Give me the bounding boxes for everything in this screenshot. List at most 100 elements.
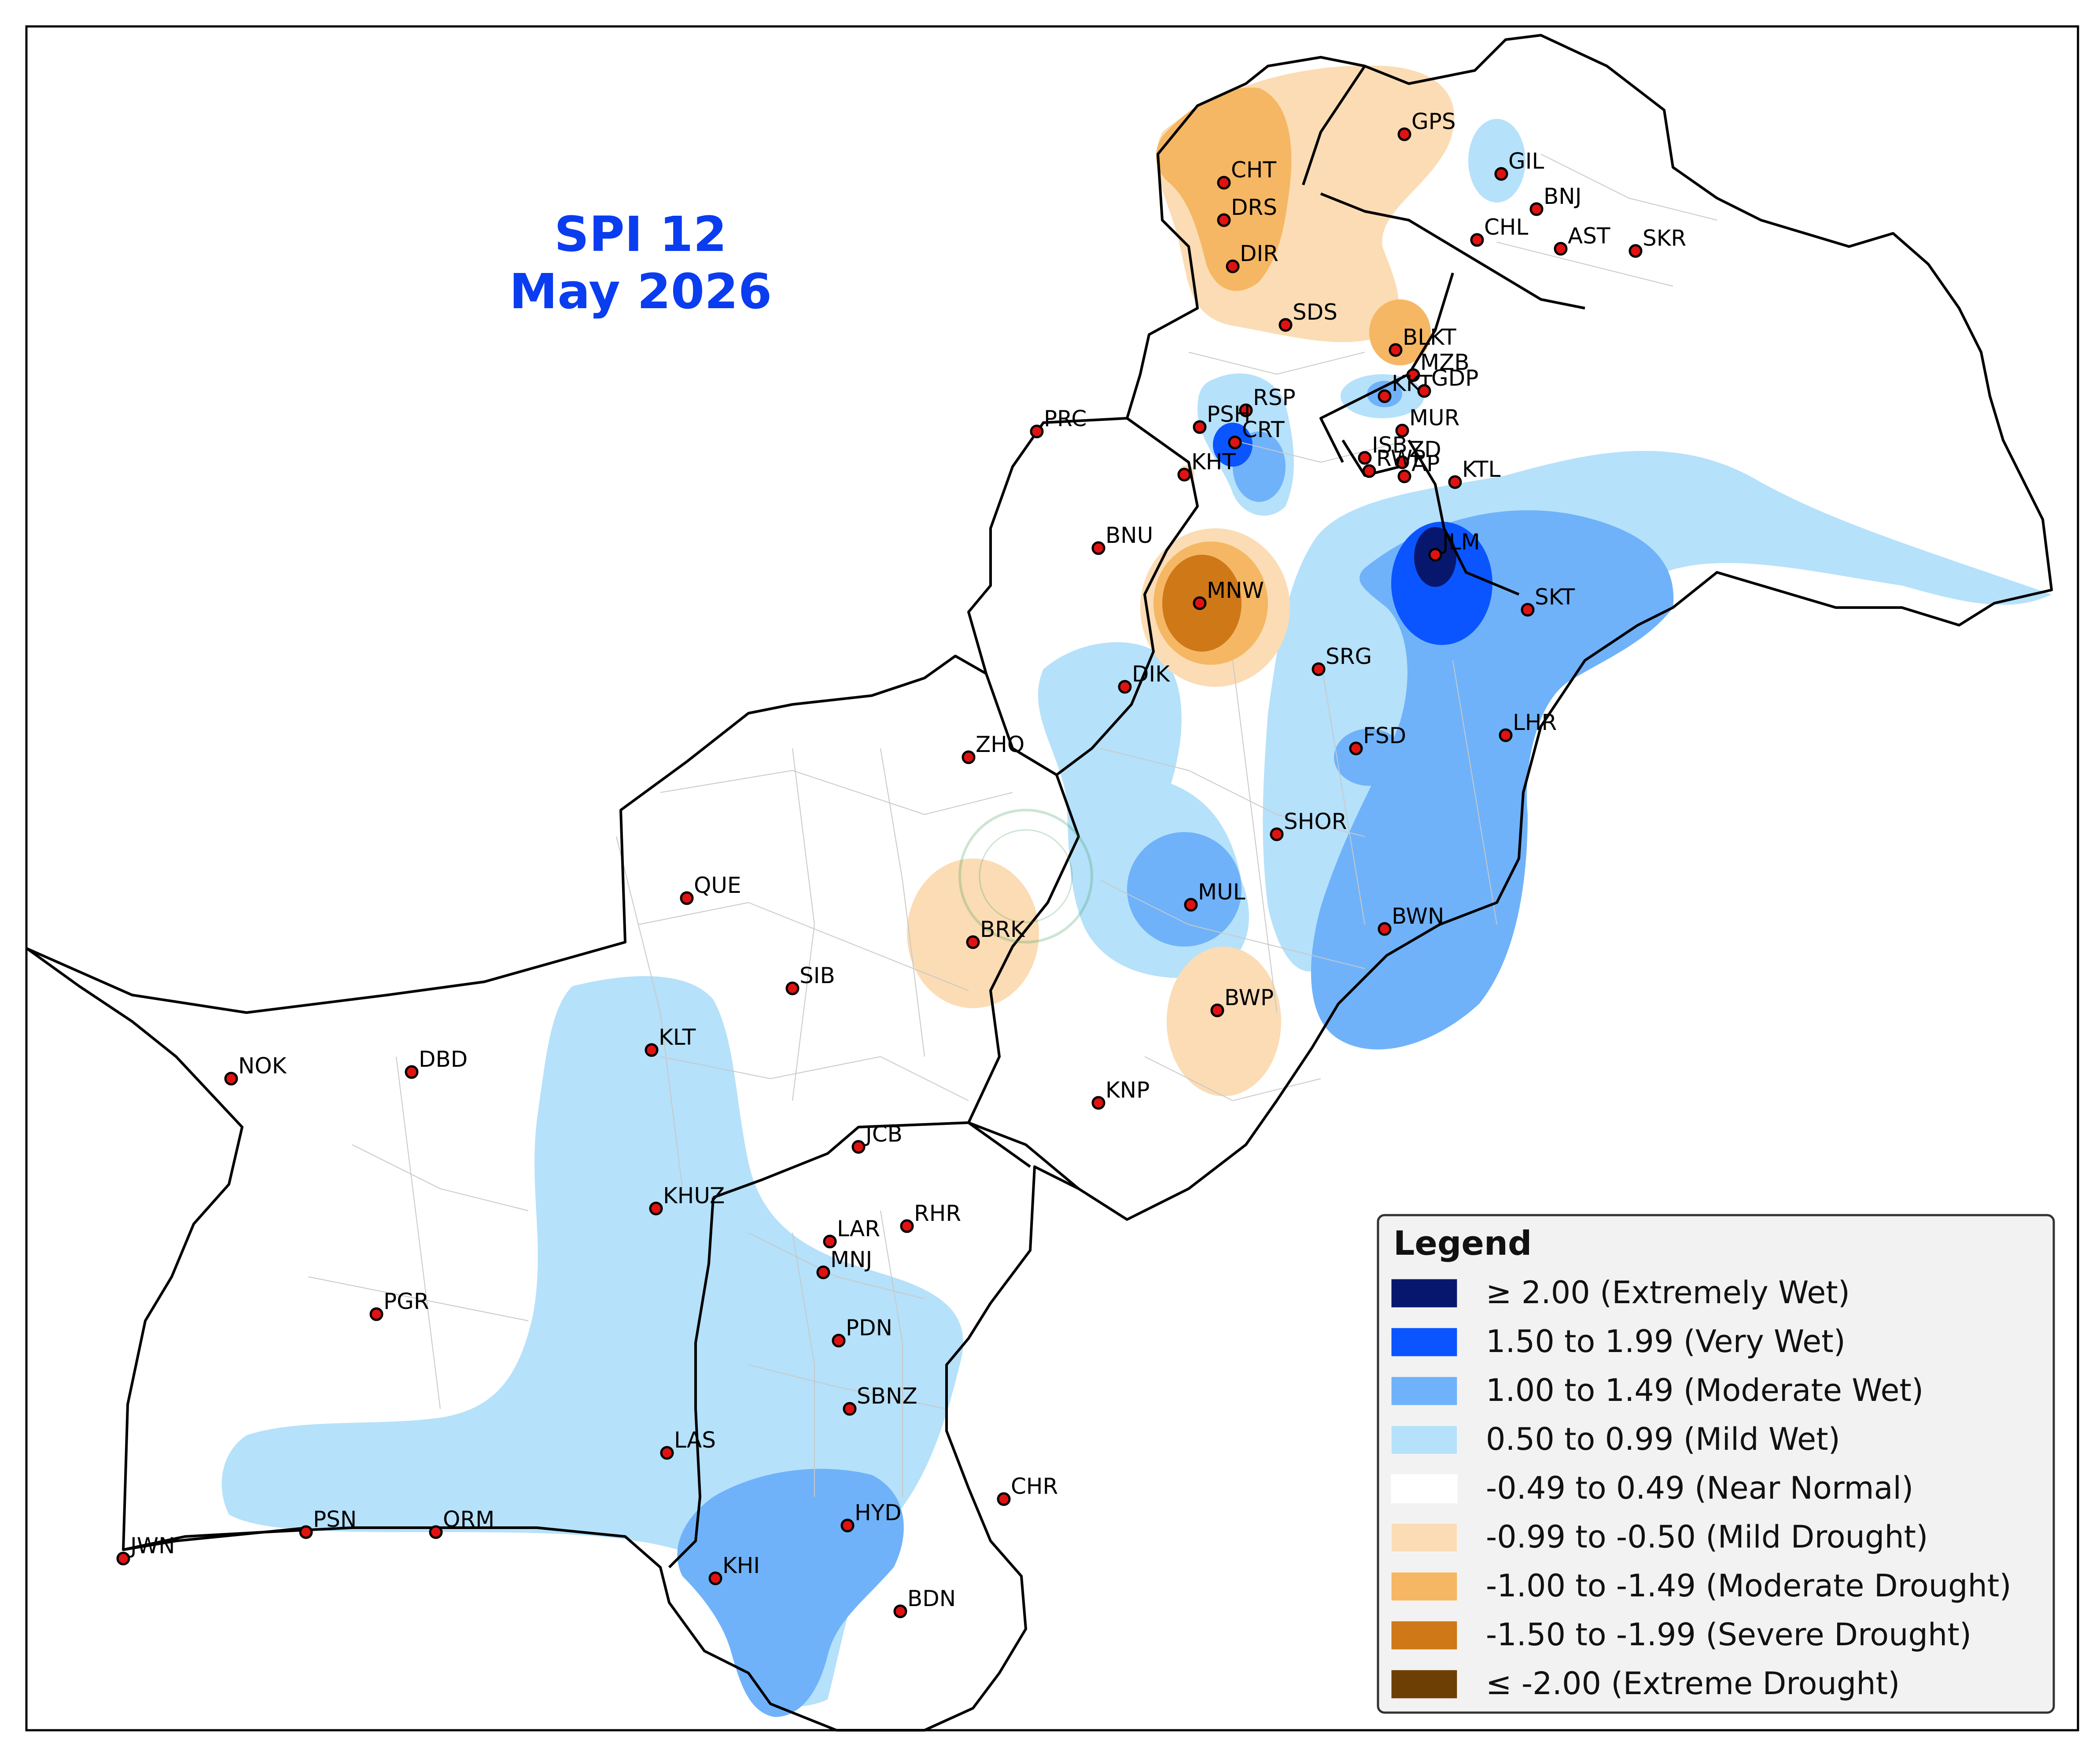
station-label: SBNZ xyxy=(857,1383,917,1409)
moderate-wet-zone xyxy=(1127,832,1242,947)
legend-swatch xyxy=(1391,1474,1458,1503)
station-marker xyxy=(1378,389,1392,403)
legend-swatch xyxy=(1391,1425,1458,1455)
station-label: ZHO xyxy=(976,732,1024,757)
station-label: KHI xyxy=(722,1553,760,1578)
station-label: FSD xyxy=(1363,723,1406,748)
station-label: MUL xyxy=(1198,879,1245,905)
pmd-logo-watermark xyxy=(958,809,1093,943)
station-marker xyxy=(299,1525,313,1539)
legend-label: 1.00 to 1.49 (Moderate Wet) xyxy=(1486,1372,1923,1408)
station-label: HYD xyxy=(855,1500,902,1526)
station-label: DIR xyxy=(1240,241,1278,266)
station-label: CHR xyxy=(1011,1474,1058,1499)
station-marker xyxy=(708,1571,722,1585)
station-label: ORM xyxy=(443,1507,494,1532)
station-label: JLM xyxy=(1441,529,1480,555)
station-marker xyxy=(1358,451,1372,465)
station-label: LAR xyxy=(837,1216,880,1242)
moderate-wet-zone xyxy=(1334,729,1404,786)
legend-swatch xyxy=(1391,1669,1458,1699)
station-marker xyxy=(1521,603,1535,617)
spi-shading xyxy=(221,65,2052,1717)
station-marker xyxy=(1312,662,1326,676)
legend-label: ≤ -2.00 (Extreme Drought) xyxy=(1486,1666,1900,1702)
station-label: PSN xyxy=(313,1507,357,1532)
station-label: KHT xyxy=(1191,449,1236,475)
station-label: LAS xyxy=(674,1427,716,1453)
moderate-wet-zone xyxy=(1311,510,1674,1050)
station-marker xyxy=(1349,741,1363,755)
station-marker xyxy=(1378,922,1392,936)
station-label: CHL xyxy=(1484,214,1529,240)
mild-drought-zone xyxy=(907,859,1039,1008)
station-label: BDN xyxy=(907,1586,956,1611)
station-label: ZD xyxy=(1409,437,1441,462)
station-marker xyxy=(1118,680,1132,694)
station-marker xyxy=(1362,464,1376,478)
station-marker xyxy=(1278,318,1293,332)
station-marker xyxy=(1091,541,1105,555)
station-marker xyxy=(1226,259,1240,273)
station-label: ISB xyxy=(1372,432,1407,458)
station-label: RWP xyxy=(1376,446,1426,471)
station-label: QUE xyxy=(694,873,741,898)
station-label: JWN xyxy=(129,1533,175,1559)
legend-swatch xyxy=(1391,1572,1458,1601)
station-label: KLT xyxy=(659,1024,696,1050)
station-marker xyxy=(840,1518,855,1533)
legend-label: -0.49 to 0.49 (Near Normal) xyxy=(1486,1470,1913,1506)
station-marker xyxy=(851,1140,866,1154)
station-label: DRS xyxy=(1231,195,1277,220)
legend-label: 0.50 to 0.99 (Mild Wet) xyxy=(1486,1421,1840,1457)
station-label: GDP xyxy=(1431,365,1478,391)
station-marker xyxy=(843,1402,857,1416)
station-label: NOK xyxy=(238,1053,287,1079)
station-marker xyxy=(832,1334,846,1348)
station-label: CRT xyxy=(1242,417,1285,442)
station-marker xyxy=(1499,728,1513,742)
station-marker xyxy=(1428,548,1442,562)
station-label: KTL xyxy=(1462,457,1500,482)
station-label: RSP xyxy=(1253,385,1296,410)
station-marker xyxy=(1030,424,1044,438)
legend-swatch xyxy=(1391,1523,1458,1552)
station-label: DIK xyxy=(1132,661,1170,687)
legend-swatch xyxy=(1391,1279,1458,1308)
station-marker xyxy=(429,1525,443,1539)
station-label: PRC xyxy=(1044,406,1087,431)
station-marker xyxy=(1239,403,1253,417)
station-marker xyxy=(1397,127,1411,141)
station-label: AST xyxy=(1568,223,1610,249)
station-label: KHUZ xyxy=(663,1183,725,1209)
station-label: CHT xyxy=(1231,157,1277,183)
station-label: MNJ xyxy=(830,1247,872,1272)
station-label: GPS xyxy=(1411,109,1456,134)
station-label: DBD xyxy=(419,1047,468,1072)
station-label: SHOR xyxy=(1284,809,1347,834)
station-label: MZB xyxy=(1420,350,1470,375)
legend-label: 1.50 to 1.99 (Very Wet) xyxy=(1486,1323,1846,1360)
legend-title: Legend xyxy=(1393,1223,1532,1263)
station-label: MUR xyxy=(1409,405,1459,431)
station-marker xyxy=(1210,1003,1224,1017)
station-marker xyxy=(1228,435,1242,450)
legend-label: -0.99 to -0.50 (Mild Drought) xyxy=(1486,1519,1928,1555)
station-marker xyxy=(405,1065,419,1079)
station-label: BRK xyxy=(980,917,1025,942)
station-marker xyxy=(1628,244,1643,258)
map-title: SPI 12 xyxy=(554,206,727,262)
station-label: SIB xyxy=(799,963,835,988)
station-marker xyxy=(1406,368,1420,382)
station-marker xyxy=(1217,176,1231,190)
station-marker xyxy=(660,1446,674,1460)
station-marker xyxy=(1529,202,1544,216)
station-marker xyxy=(649,1201,663,1216)
district-boundaries xyxy=(308,154,1717,1497)
station-marker xyxy=(823,1234,837,1249)
station-marker xyxy=(816,1265,830,1279)
station-marker xyxy=(1217,213,1231,227)
station-label: MNW xyxy=(1207,578,1264,603)
